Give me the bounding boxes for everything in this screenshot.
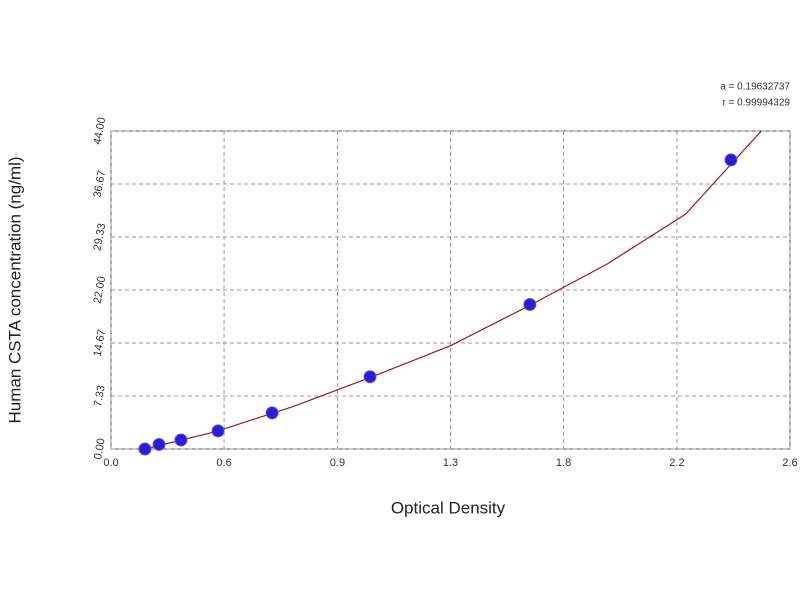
data-point — [363, 370, 377, 384]
annotation: r = 0.99994329 — [722, 98, 790, 109]
x-tick-label: 2.6 — [782, 457, 797, 469]
y-tick-label: 29.33 — [92, 222, 109, 251]
data-point — [523, 297, 537, 311]
fit-curve — [144, 130, 762, 450]
y-axis-title: Human CSTA concentration (ng/ml) — [5, 156, 24, 423]
y-tick-label: 22.00 — [92, 275, 109, 304]
data-point — [138, 442, 152, 456]
y-tick-label: 14.67 — [92, 328, 109, 357]
x-tick-label: 0.0 — [103, 457, 118, 469]
data-point — [152, 437, 166, 451]
y-tick-label: 0.00 — [92, 437, 108, 460]
data-point — [265, 406, 279, 420]
y-tick-label: 44.00 — [92, 116, 109, 145]
x-tick-label: 0.6 — [216, 457, 231, 469]
x-tick-label: 1.3 — [443, 457, 458, 469]
y-tick-label: 36.67 — [92, 169, 109, 198]
data-point — [211, 424, 225, 438]
x-tick-label: 2.2 — [669, 457, 684, 469]
y-tick-label: 7.33 — [92, 384, 108, 407]
data-point — [724, 153, 738, 167]
x-tick-label: 0.9 — [330, 457, 345, 469]
x-axis-title: Optical Density — [391, 498, 506, 517]
x-tick-label: 1.8 — [556, 457, 571, 469]
annotation: a = 0.19632737 — [720, 82, 790, 93]
data-point — [174, 433, 188, 447]
